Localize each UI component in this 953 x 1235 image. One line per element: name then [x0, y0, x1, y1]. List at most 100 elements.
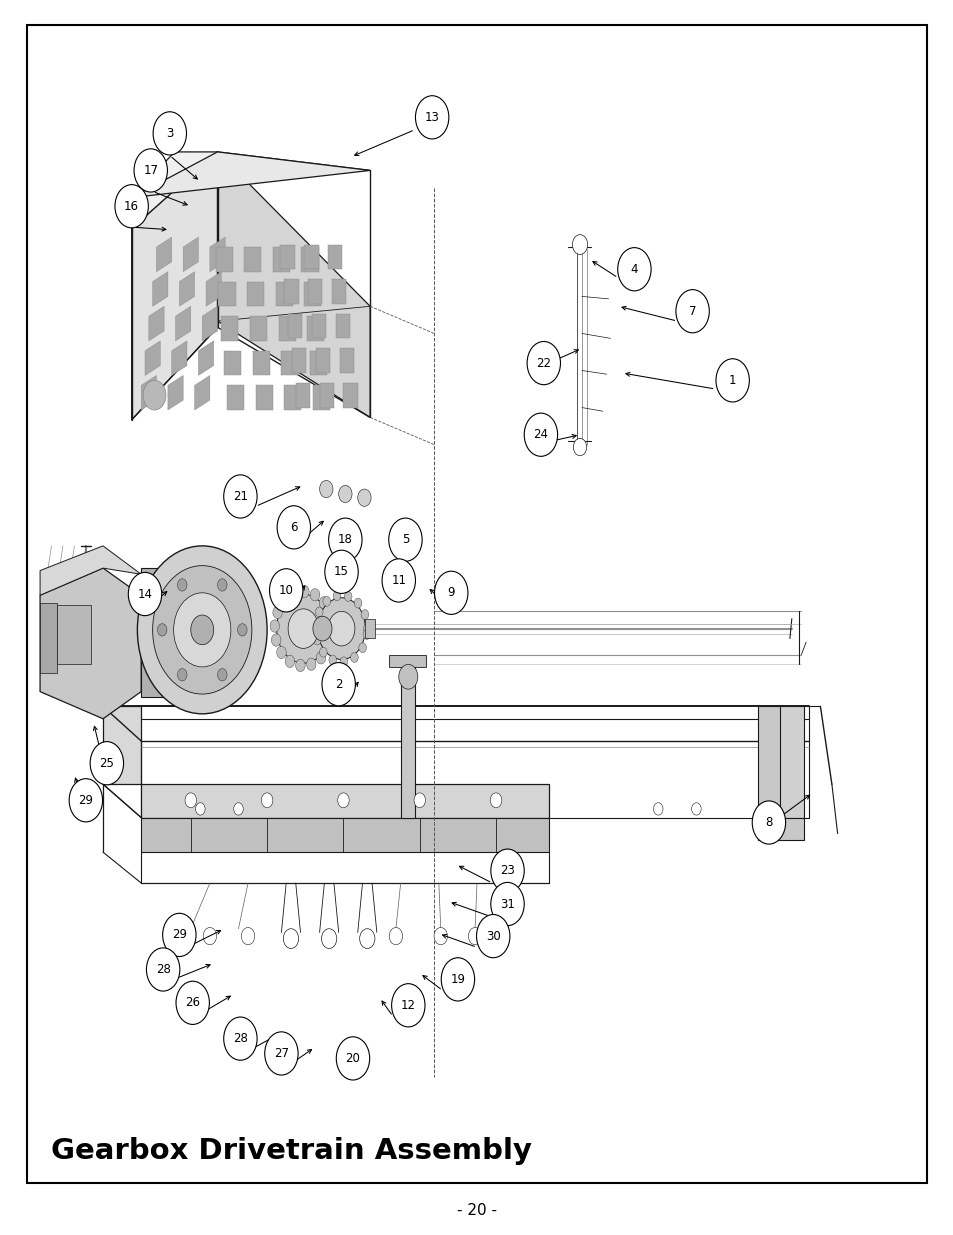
- Text: 5: 5: [401, 534, 409, 546]
- Circle shape: [476, 914, 509, 958]
- Circle shape: [328, 611, 355, 646]
- Polygon shape: [335, 314, 350, 338]
- Circle shape: [241, 927, 254, 945]
- Circle shape: [319, 480, 333, 498]
- Circle shape: [351, 652, 357, 662]
- Polygon shape: [141, 784, 548, 818]
- Text: 23: 23: [499, 864, 515, 877]
- Polygon shape: [198, 341, 213, 375]
- Circle shape: [323, 597, 331, 606]
- Circle shape: [195, 803, 205, 815]
- Polygon shape: [141, 568, 170, 697]
- Polygon shape: [40, 568, 141, 719]
- Text: 28: 28: [233, 1032, 248, 1045]
- Circle shape: [312, 621, 319, 631]
- Polygon shape: [40, 603, 57, 673]
- Circle shape: [321, 662, 355, 705]
- Circle shape: [388, 519, 421, 561]
- Polygon shape: [304, 245, 318, 269]
- Polygon shape: [215, 247, 233, 272]
- Polygon shape: [307, 316, 324, 341]
- Text: 30: 30: [485, 930, 500, 942]
- Circle shape: [329, 655, 336, 664]
- Circle shape: [295, 659, 305, 672]
- Circle shape: [398, 664, 417, 689]
- Circle shape: [185, 793, 196, 808]
- Text: 2: 2: [335, 678, 342, 690]
- Text: 15: 15: [334, 566, 349, 578]
- Circle shape: [327, 627, 336, 640]
- Circle shape: [314, 635, 321, 645]
- Polygon shape: [312, 314, 326, 338]
- Circle shape: [176, 981, 210, 1025]
- Polygon shape: [280, 245, 294, 269]
- Polygon shape: [278, 316, 295, 341]
- Circle shape: [357, 489, 371, 506]
- Polygon shape: [284, 385, 301, 410]
- Polygon shape: [40, 546, 141, 595]
- Circle shape: [440, 958, 474, 1000]
- Polygon shape: [227, 385, 244, 410]
- Polygon shape: [202, 306, 217, 341]
- Circle shape: [333, 590, 340, 600]
- Circle shape: [128, 573, 161, 615]
- Circle shape: [490, 850, 524, 892]
- Text: 16: 16: [124, 200, 139, 212]
- Polygon shape: [304, 282, 321, 306]
- Circle shape: [264, 1032, 297, 1074]
- Circle shape: [327, 622, 336, 635]
- Circle shape: [349, 526, 360, 541]
- Circle shape: [217, 668, 227, 680]
- Circle shape: [137, 546, 267, 714]
- Circle shape: [523, 414, 557, 457]
- Circle shape: [90, 741, 124, 785]
- Text: 9: 9: [447, 587, 455, 599]
- Circle shape: [299, 585, 309, 598]
- Polygon shape: [332, 279, 346, 304]
- Circle shape: [283, 929, 298, 948]
- Polygon shape: [295, 383, 310, 408]
- Circle shape: [279, 595, 289, 608]
- Circle shape: [490, 882, 524, 926]
- Polygon shape: [141, 375, 156, 410]
- Polygon shape: [288, 314, 302, 338]
- Text: 1: 1: [728, 374, 736, 387]
- Circle shape: [152, 112, 186, 154]
- Circle shape: [751, 802, 785, 845]
- Circle shape: [416, 96, 448, 140]
- Polygon shape: [152, 272, 168, 306]
- Polygon shape: [168, 375, 183, 410]
- Polygon shape: [183, 237, 198, 272]
- Circle shape: [133, 149, 167, 193]
- Polygon shape: [253, 351, 270, 375]
- Text: 20: 20: [345, 1052, 360, 1065]
- Text: 29: 29: [78, 794, 93, 806]
- Circle shape: [344, 592, 352, 601]
- Circle shape: [328, 519, 361, 561]
- Text: 14: 14: [137, 588, 152, 600]
- Polygon shape: [315, 348, 330, 373]
- Polygon shape: [218, 282, 235, 306]
- Circle shape: [276, 506, 310, 548]
- Circle shape: [317, 598, 365, 659]
- Circle shape: [363, 630, 371, 640]
- Circle shape: [273, 606, 282, 619]
- Text: 6: 6: [290, 521, 297, 534]
- Circle shape: [223, 1018, 257, 1060]
- Polygon shape: [780, 706, 803, 818]
- Polygon shape: [175, 306, 191, 341]
- Text: 4: 4: [630, 263, 638, 275]
- Polygon shape: [132, 152, 370, 198]
- Text: 11: 11: [391, 574, 406, 587]
- Circle shape: [143, 380, 166, 410]
- Circle shape: [675, 290, 709, 332]
- Polygon shape: [310, 351, 327, 375]
- Circle shape: [114, 185, 149, 228]
- Polygon shape: [244, 247, 261, 272]
- Polygon shape: [221, 316, 238, 341]
- Circle shape: [152, 566, 252, 694]
- Circle shape: [315, 608, 323, 618]
- Circle shape: [288, 609, 318, 648]
- Circle shape: [271, 634, 280, 646]
- Polygon shape: [273, 247, 290, 272]
